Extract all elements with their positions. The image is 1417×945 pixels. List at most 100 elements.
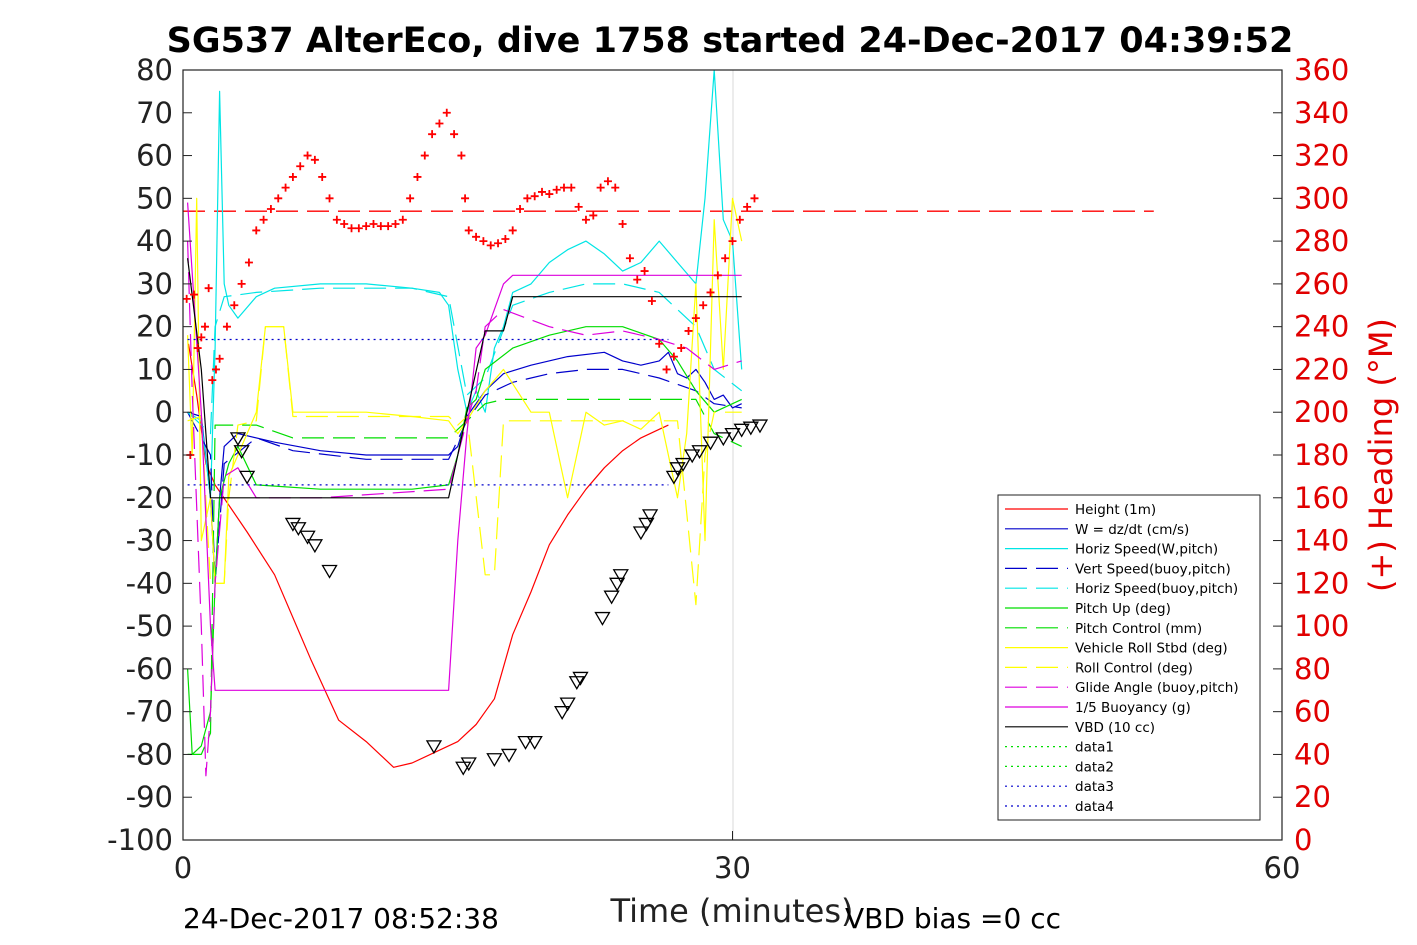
glider-marker	[559, 697, 576, 712]
y-right-tick-label: 300	[1294, 181, 1349, 215]
y-tick-label: 80	[136, 53, 173, 87]
glider-marker	[425, 740, 443, 755]
heading-marker	[486, 241, 495, 250]
series-line-9	[187, 241, 742, 777]
y-right-tick-label: 160	[1294, 481, 1349, 515]
heading-marker	[516, 205, 525, 214]
glider-marker	[632, 526, 650, 541]
heading-marker	[230, 301, 239, 310]
y-axis-left: 80 70 60 50 40 30 20 10 0 -10 -20 -30 -40 -50 -60 -70 -8…	[107, 53, 1282, 857]
heading-marker	[545, 190, 554, 199]
y-right-tick-label: 80	[1294, 652, 1331, 686]
series-line-4	[187, 283, 743, 435]
heading-marker	[581, 215, 590, 224]
heading-markers	[183, 108, 759, 459]
y-tick-label: 20	[136, 310, 173, 344]
series-line-11	[187, 258, 742, 499]
glider-marker	[702, 436, 719, 451]
heading-marker	[391, 220, 400, 228]
heading-marker	[435, 119, 444, 128]
heading-marker	[647, 297, 656, 305]
heading-marker	[743, 202, 752, 211]
glider-marker	[691, 445, 708, 460]
heading-marker	[472, 232, 481, 241]
legend: Height (1m) W = dz/dt (cm/s) Horiz Speed(W…	[997, 494, 1261, 821]
heading-marker	[530, 192, 539, 201]
heading-marker	[618, 220, 627, 228]
glider-marker	[684, 449, 701, 464]
y-right-tick-label: 0	[1294, 823, 1312, 857]
glider-marker	[460, 757, 477, 772]
glider-marker	[724, 427, 741, 442]
y-right-tick-label: 240	[1294, 310, 1349, 344]
y-tick-label: -20	[126, 481, 173, 515]
y-tick-label: 30	[136, 267, 173, 301]
series-line-1	[187, 351, 742, 584]
heading-marker	[428, 130, 437, 139]
y-tick-label: -70	[126, 695, 173, 729]
heading-marker	[691, 314, 700, 323]
heading-marker	[303, 151, 312, 160]
heading-marker	[208, 376, 217, 385]
y-tick-label: 50	[136, 181, 173, 215]
heading-marker	[244, 258, 253, 267]
heading-marker	[589, 211, 598, 220]
heading-marker	[640, 267, 649, 276]
glider-markers	[229, 419, 769, 776]
heading-marker	[713, 271, 722, 280]
y-tick-label: -30	[126, 524, 173, 558]
y-tick-label: -80	[126, 737, 173, 771]
heading-marker	[281, 183, 290, 192]
heading-marker	[274, 194, 283, 203]
y-right-tick-label: 120	[1294, 566, 1349, 600]
glider-marker	[238, 470, 256, 485]
y-tick-label: -60	[126, 652, 173, 686]
y-right-tick-label: 360	[1294, 53, 1349, 87]
y-axis-right-label: (+) Heading (°M)	[1362, 318, 1400, 592]
heading-marker	[669, 352, 678, 361]
heading-marker	[200, 322, 209, 331]
heading-marker	[625, 254, 634, 263]
legend-entry-8: Roll Control (deg)	[1075, 660, 1193, 676]
y-axis-right: 3603403203002802602402202001801601401201…	[1294, 53, 1349, 857]
y-tick-label: -90	[126, 780, 173, 814]
y-tick-label: 70	[136, 96, 173, 130]
heading-marker	[204, 284, 213, 293]
heading-marker	[222, 322, 231, 331]
legend-entry-14: data3	[1075, 779, 1114, 795]
heading-marker	[318, 172, 327, 181]
heading-marker	[347, 224, 356, 233]
glider-marker	[715, 432, 732, 447]
legend-entry-15: data4	[1075, 799, 1114, 815]
glider-marker	[284, 517, 302, 532]
y-right-tick-label: 180	[1294, 438, 1349, 472]
heading-marker	[369, 220, 378, 228]
y-right-tick-label: 40	[1294, 737, 1331, 771]
heading-marker	[461, 194, 470, 203]
legend-entry-10: 1/5 Buoyancy (g)	[1075, 700, 1191, 716]
heading-marker	[288, 172, 297, 181]
glider-marker	[233, 445, 250, 460]
glider-marker	[299, 530, 316, 545]
heading-marker	[494, 239, 503, 248]
heading-marker	[523, 194, 532, 203]
glider-marker	[674, 457, 692, 472]
heading-marker	[567, 183, 576, 192]
glider-marker	[455, 761, 472, 776]
y-tick-label: 40	[136, 224, 173, 258]
heading-marker	[310, 155, 319, 164]
legend-entry-12: data1	[1075, 740, 1114, 756]
heading-marker	[677, 344, 686, 353]
heading-marker	[211, 365, 220, 374]
y-right-tick-label: 200	[1294, 395, 1349, 429]
heading-marker	[332, 215, 341, 224]
series-layer	[183, 70, 1154, 777]
y-tick-label: -40	[126, 566, 173, 600]
heading-marker	[603, 177, 612, 186]
glider-marker	[526, 735, 543, 750]
heading-marker	[464, 226, 473, 235]
legend-entry-6: Pitch Control (mm)	[1075, 621, 1202, 637]
legend-entry-5: Pitch Up (deg)	[1075, 601, 1171, 617]
series-line-3	[187, 368, 742, 584]
